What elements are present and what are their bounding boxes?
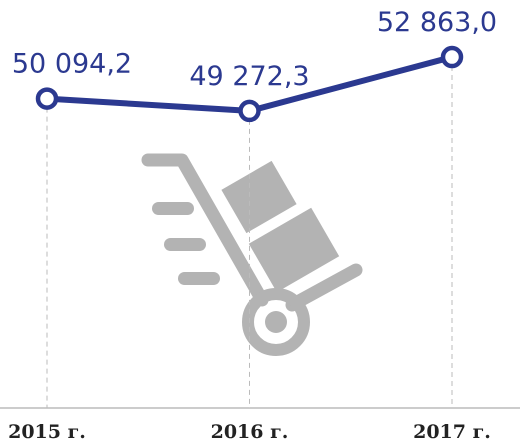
data-point bbox=[35, 87, 59, 110]
speed-line bbox=[178, 272, 220, 285]
wheel-hub bbox=[265, 311, 287, 333]
value-label: 52 863,0 bbox=[377, 7, 497, 38]
base-bar bbox=[285, 263, 363, 312]
hand-truck-icon bbox=[141, 153, 363, 356]
value-label: 49 272,3 bbox=[189, 61, 309, 92]
wheel bbox=[242, 288, 310, 356]
x-tick-label: 2016 г. bbox=[211, 421, 289, 443]
data-point bbox=[238, 99, 261, 123]
speed-line bbox=[152, 202, 194, 215]
data-point bbox=[440, 45, 464, 69]
handle bbox=[141, 153, 269, 307]
box bbox=[248, 207, 340, 293]
speed-line bbox=[164, 238, 206, 251]
x-tick-label: 2015 г. bbox=[8, 421, 86, 443]
x-tick-label: 2017 г. bbox=[413, 421, 491, 443]
value-label: 50 094,2 bbox=[12, 49, 132, 80]
box bbox=[221, 160, 297, 234]
